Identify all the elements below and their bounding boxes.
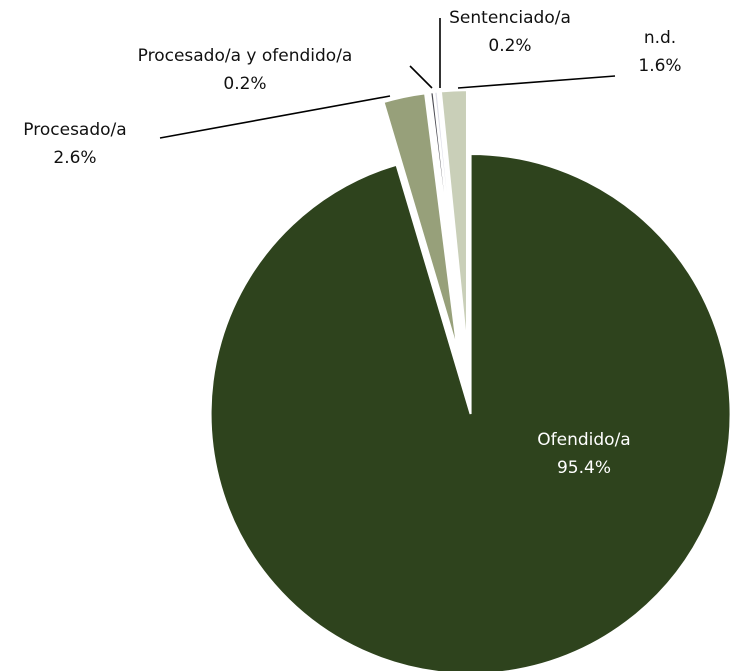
leader-line <box>159 95 391 139</box>
slice-label: Procesado/a <box>23 120 126 140</box>
slice-label: Ofendido/a <box>537 430 630 450</box>
slice-value-label: 2.6% <box>53 148 96 168</box>
pie-slice <box>439 89 468 351</box>
slice-value-label: 95.4% <box>557 458 611 478</box>
slice-label: Sentenciado/a <box>449 8 571 28</box>
pie-slice <box>209 152 731 671</box>
slice-label: n.d. <box>644 28 676 48</box>
slice-value-label: 0.2% <box>223 74 266 94</box>
leader-line <box>457 75 616 89</box>
pie-slice <box>382 92 459 352</box>
pie-slice <box>433 90 465 351</box>
slice-value-label: 1.6% <box>638 56 681 76</box>
slice-label: Procesado/a y ofendido/a <box>138 46 353 66</box>
leader-line <box>409 65 433 89</box>
slice-value-label: 0.2% <box>488 36 531 56</box>
